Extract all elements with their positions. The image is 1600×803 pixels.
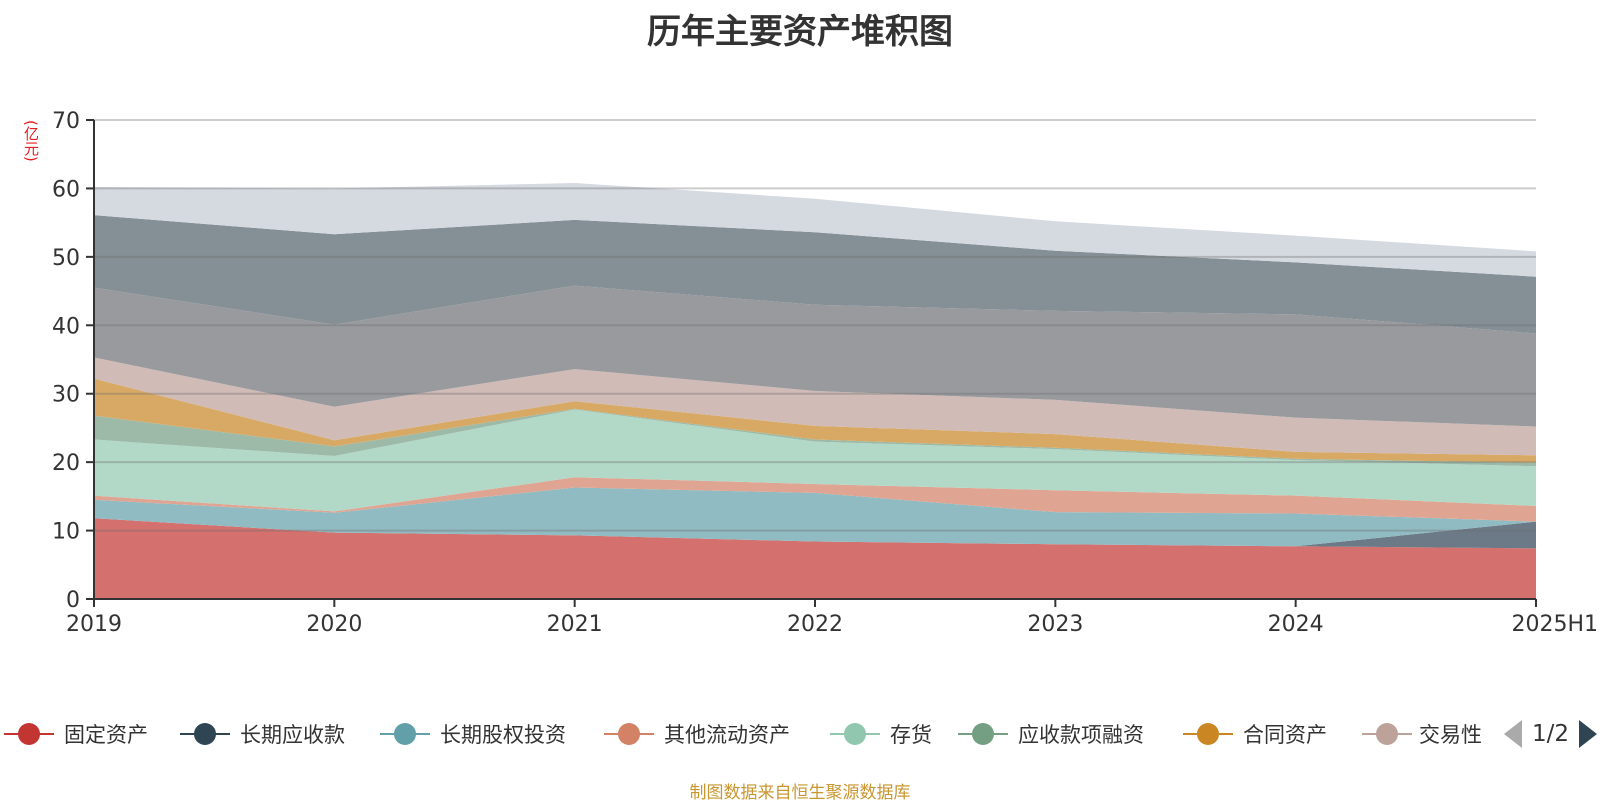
stacked-area-chart: 0 10 20 30 40 50 60 70 2019 2020 2021 2022 2023 2024… — [52, 109, 1598, 637]
y-tick-label: 50 — [52, 246, 80, 271]
area-series-4 — [94, 409, 1536, 512]
y-tick-label: 40 — [52, 314, 80, 339]
legend-marker-icon — [830, 719, 880, 749]
axes — [86, 119, 1537, 607]
area-series-1 — [94, 518, 1536, 549]
chart-title: 历年主要资产堆积图 — [647, 12, 953, 52]
area-series-0 — [94, 518, 1536, 599]
data-source-note: 制图数据来自恒生聚源数据库 — [689, 783, 911, 803]
y-tick-label: 60 — [52, 177, 80, 202]
legend-label: 其他流动资产 — [664, 723, 790, 747]
legend-label: 存货 — [890, 723, 932, 747]
x-tick-labels: 2019 2020 2021 2022 2023 2024 2025H1 — [66, 612, 1598, 637]
legend-marker-icon — [180, 719, 230, 749]
y-tick-label: 10 — [52, 520, 80, 545]
legend-item[interactable]: 应收款项融资 — [958, 716, 1144, 752]
y-tick-label: 70 — [52, 109, 80, 134]
legend-item[interactable]: 固定资产 — [4, 716, 148, 752]
x-tick-label: 2024 — [1268, 612, 1324, 637]
y-tick-label: 20 — [52, 451, 80, 476]
legend-label: 长期股权投资 — [440, 723, 566, 747]
area-series-3 — [94, 477, 1536, 522]
legend-label: 固定资产 — [64, 723, 148, 747]
legend-page-number: 1/2 — [1532, 721, 1570, 747]
area-series-6 — [94, 378, 1536, 463]
legend-item[interactable]: 交易性 — [1362, 716, 1482, 752]
legend-item[interactable]: 长期应收款 — [180, 716, 345, 752]
x-tick-label: 2019 — [66, 612, 122, 637]
y-tick-labels: 0 10 20 30 40 50 60 70 — [52, 109, 80, 613]
area-series-10 — [94, 182, 1536, 277]
legend-marker-icon — [958, 719, 1008, 749]
area-series-5 — [94, 408, 1536, 467]
x-tick-label: 2020 — [306, 612, 362, 637]
y-tick-label: 30 — [52, 383, 80, 408]
area-series-7 — [94, 357, 1536, 456]
legend-label: 应收款项融资 — [1018, 723, 1144, 747]
legend-marker-icon — [4, 719, 54, 749]
legend-label: 长期应收款 — [240, 723, 345, 747]
x-tick-label: 2023 — [1027, 612, 1083, 637]
legend-next-page-icon[interactable] — [1579, 720, 1598, 748]
legend-item[interactable]: 长期股权投资 — [380, 716, 566, 752]
y-axis-unit-label: (亿元) — [22, 120, 40, 162]
legend-marker-icon — [604, 719, 654, 749]
legend-label: 交易性 — [1419, 723, 1482, 747]
x-tick-label: 2022 — [787, 612, 843, 637]
x-tick-label: 2025H1 — [1511, 612, 1598, 637]
legend-prev-page-icon[interactable] — [1504, 720, 1522, 748]
legend: 固定资产 长期应收款 长期股权投资 其他流动资产 存货 应收款项融资 合同资产 … — [0, 716, 1600, 752]
y-tick-label: 0 — [66, 588, 80, 613]
area-series-2 — [94, 487, 1536, 547]
legend-pager: 1/2 — [1500, 716, 1600, 752]
area-series-9 — [94, 215, 1536, 334]
legend-label: 合同资产 — [1243, 723, 1327, 747]
area-series-8 — [94, 285, 1536, 427]
legend-marker-icon — [380, 719, 430, 749]
area-series — [94, 119, 1536, 599]
legend-item[interactable]: 存货 — [830, 716, 932, 752]
x-tick-label: 2021 — [547, 612, 603, 637]
legend-item[interactable]: 合同资产 — [1183, 716, 1327, 752]
legend-marker-icon — [1183, 719, 1233, 749]
legend-item[interactable]: 其他流动资产 — [604, 716, 790, 752]
legend-marker-icon — [1362, 719, 1412, 749]
